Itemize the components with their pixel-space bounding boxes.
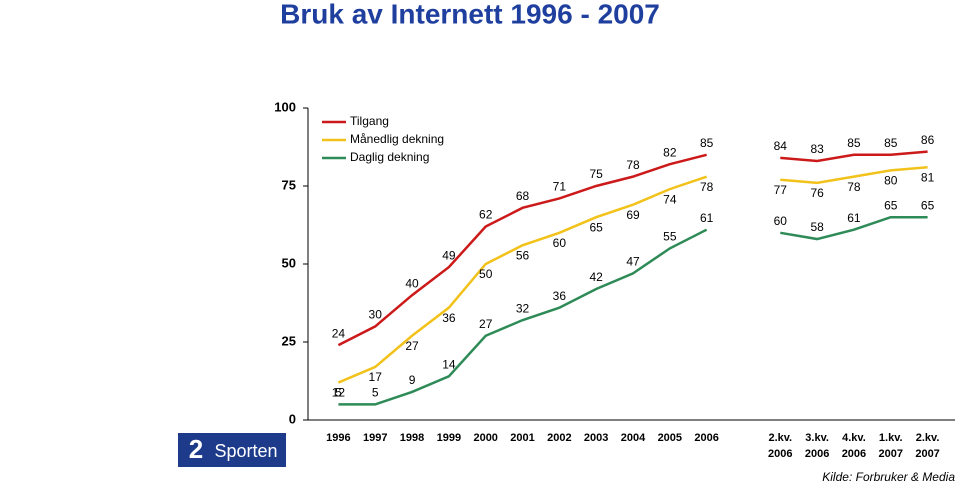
- x-tick-label: 2000: [473, 432, 498, 444]
- x-tick-label: 2006: [694, 432, 719, 444]
- y-tick-label: 75: [282, 177, 296, 192]
- x-tick-label: 1997: [362, 432, 388, 444]
- data-label: 49: [442, 248, 456, 262]
- data-label: 61: [847, 211, 861, 225]
- data-label: 47: [626, 255, 640, 269]
- y-tick-label: 100: [274, 99, 296, 114]
- x-tick-label: 1996: [326, 432, 351, 444]
- data-label: 83: [810, 142, 824, 156]
- source: Kilde: Forbruker & Media: [822, 470, 955, 484]
- data-label: 86: [921, 133, 935, 147]
- logo-number: 2: [189, 434, 203, 464]
- series-line: [337, 166, 928, 384]
- x-tick-label: 2004: [620, 432, 646, 444]
- series-line: [338, 215, 928, 406]
- data-label: 9: [409, 373, 416, 387]
- data-label: 58: [810, 220, 824, 234]
- y-tick-label: 50: [282, 255, 296, 270]
- data-label: 68: [516, 189, 530, 203]
- data-label: 77: [774, 183, 788, 197]
- data-label: 5: [335, 386, 342, 400]
- data-label: 85: [847, 136, 861, 150]
- legend-label: Daglig dekning: [350, 150, 429, 164]
- data-label: 24: [332, 326, 346, 340]
- x-tick-label: 4.kv. 2006: [841, 432, 867, 460]
- data-label: 78: [847, 180, 861, 194]
- data-label: 55: [663, 230, 677, 244]
- legend-label: Månedlig dekning: [350, 132, 444, 146]
- x-tick-label: 2001: [510, 432, 535, 444]
- data-label: 42: [589, 270, 603, 284]
- data-label: 82: [663, 145, 677, 159]
- data-label: 27: [405, 339, 419, 353]
- data-label: 14: [442, 357, 456, 371]
- data-label: 65: [589, 220, 603, 234]
- x-tick-label: 3.kv. 2006: [804, 432, 830, 460]
- x-tick-label: 1998: [399, 432, 425, 444]
- data-label: 74: [663, 192, 677, 206]
- x-tick-label: 1999: [436, 432, 462, 444]
- data-label: 80: [884, 174, 898, 188]
- data-label: 27: [479, 317, 493, 331]
- data-label: 85: [700, 136, 714, 150]
- logo-box: [178, 433, 286, 467]
- x-tick-label: 2.kv. 2006: [768, 432, 793, 460]
- data-label: 62: [479, 208, 493, 222]
- data-label: 84: [774, 139, 788, 153]
- y-tick-label: 0: [289, 411, 296, 426]
- data-label: 78: [626, 158, 640, 172]
- chart-title: Bruk av Internett 1996 - 2007: [280, 0, 660, 29]
- data-label: 50: [479, 267, 493, 281]
- data-label: 60: [553, 236, 567, 250]
- data-label: 65: [884, 198, 898, 212]
- data-label: 69: [626, 208, 640, 222]
- x-tick-label: 2005: [657, 432, 683, 444]
- data-label: 5: [372, 386, 379, 400]
- data-label: 36: [442, 311, 456, 325]
- data-label: 78: [700, 180, 714, 194]
- data-label: 75: [589, 167, 603, 181]
- x-tick-label: 1.kv. 2007: [878, 432, 903, 460]
- series-line: [337, 150, 928, 347]
- x-tick-label: 2002: [547, 432, 572, 444]
- x-tick-label: 2003: [583, 432, 609, 444]
- data-label: 40: [405, 276, 419, 290]
- data-label: 76: [810, 186, 824, 200]
- data-label: 65: [921, 198, 935, 212]
- data-label: 17: [369, 370, 383, 384]
- data-label: 36: [553, 289, 567, 303]
- legend-label: Tilgang: [350, 114, 389, 128]
- data-label: 60: [774, 214, 788, 228]
- data-label: 71: [553, 180, 567, 194]
- y-tick-label: 25: [282, 333, 296, 348]
- data-label: 85: [884, 136, 898, 150]
- data-label: 56: [516, 248, 530, 262]
- data-label: 81: [921, 170, 935, 184]
- data-label: 61: [700, 211, 714, 225]
- data-label: 30: [369, 308, 383, 322]
- data-label: 12: [332, 386, 346, 400]
- x-tick-label: 2.kv. 2007: [915, 432, 940, 460]
- data-label: 32: [516, 301, 530, 315]
- logo-text: Sporten: [214, 441, 277, 461]
